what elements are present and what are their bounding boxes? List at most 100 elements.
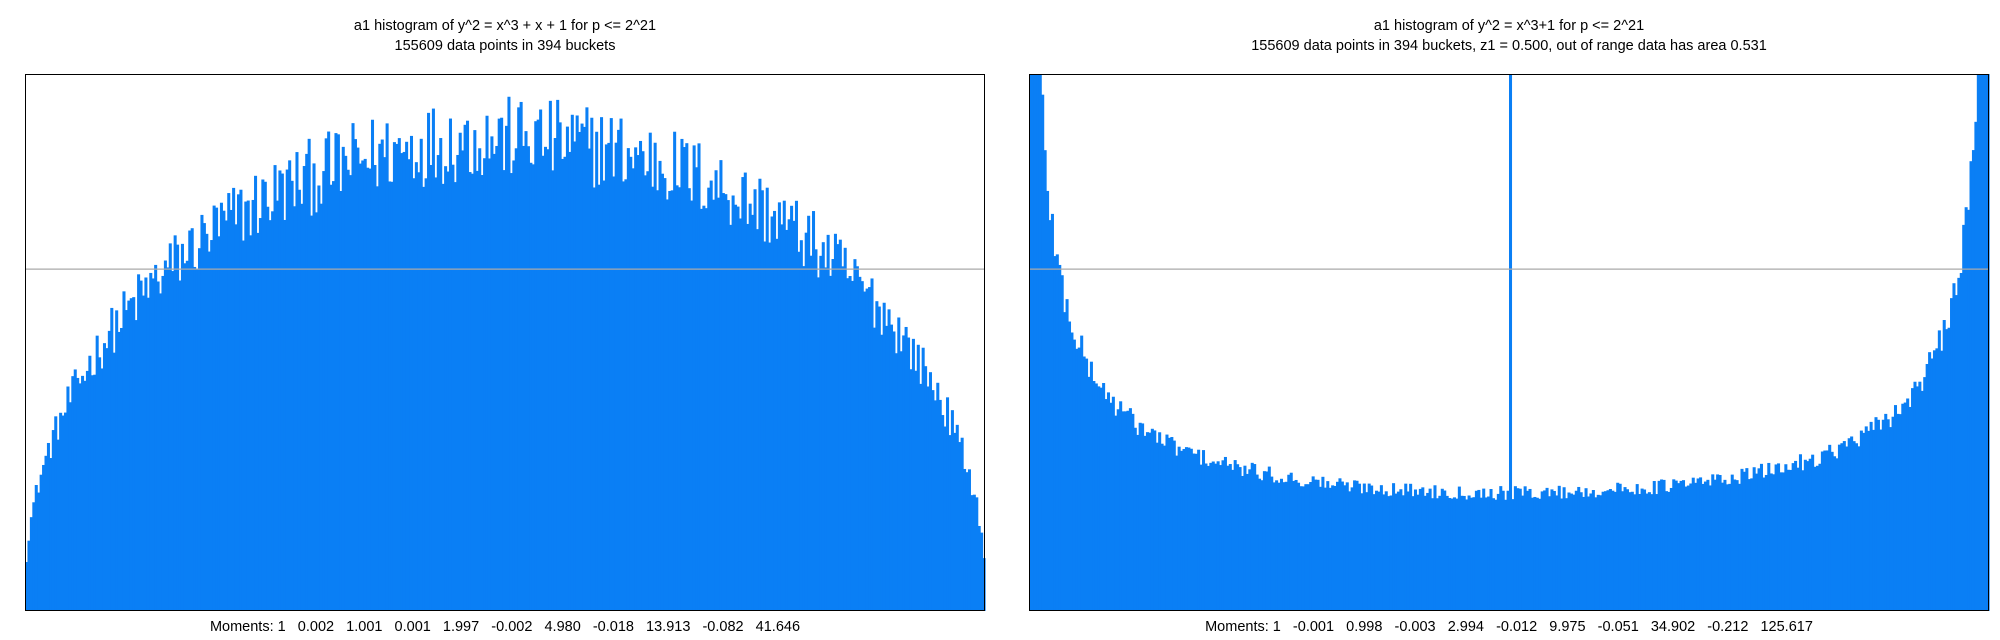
histogram-bar: [1599, 495, 1603, 611]
histogram-bar: [1504, 499, 1508, 611]
histogram-bar: [1221, 460, 1225, 611]
histogram-bar: [1813, 466, 1817, 611]
histogram-bar: [1959, 272, 1963, 611]
histogram-bar: [626, 148, 630, 611]
histogram-bar: [1847, 438, 1851, 611]
histogram-bar: [943, 426, 947, 611]
histogram-bar: [366, 167, 370, 611]
histogram-bar: [1267, 466, 1271, 611]
histogram-bar: [853, 259, 857, 611]
histogram-bar: [390, 181, 394, 611]
histogram-bar: [1913, 381, 1917, 611]
histogram-bar: [1350, 487, 1354, 611]
histogram-bar: [1435, 498, 1439, 611]
histogram-bar: [27, 540, 31, 611]
histogram-bar: [833, 233, 837, 611]
histogram-bar: [1365, 492, 1369, 611]
histogram-bar: [946, 397, 950, 611]
histogram-bar: [251, 199, 255, 611]
histogram-bar: [219, 202, 223, 611]
histogram-bar: [931, 390, 935, 611]
histogram-bar: [1243, 465, 1247, 611]
histogram-bar: [755, 229, 760, 611]
histogram-bar: [122, 291, 126, 611]
histogram-bar: [1918, 381, 1922, 611]
histogram-bar: [137, 274, 141, 611]
histogram-bar: [1170, 437, 1174, 611]
histogram-bar: [422, 186, 426, 611]
histogram-bar: [1219, 465, 1223, 611]
histogram-bar: [1906, 398, 1910, 611]
histogram-bar: [1262, 471, 1266, 611]
histogram-bar: [275, 200, 280, 611]
histogram-bar: [1854, 443, 1859, 611]
histogram-bar: [1165, 434, 1169, 611]
histogram-bar: [224, 220, 228, 612]
histogram-bar: [1099, 387, 1103, 611]
histogram-bar: [1109, 402, 1113, 611]
histogram-bar: [1528, 488, 1532, 611]
histogram-bar: [470, 173, 474, 611]
histogram-bar: [685, 143, 689, 611]
histogram-bar: [453, 182, 457, 611]
histogram-bar: [687, 188, 691, 611]
histogram-bar: [1893, 405, 1898, 611]
histogram-bar: [1640, 488, 1644, 611]
histogram-bar: [561, 158, 565, 611]
histogram-bar: [1189, 448, 1193, 611]
histogram-bar: [105, 348, 109, 611]
histogram-bar: [660, 173, 664, 611]
histogram-bar: [446, 171, 450, 611]
histogram-bar: [1755, 473, 1759, 611]
histogram-bar: [468, 172, 472, 611]
histogram-bar: [1850, 436, 1854, 611]
histogram-bar: [1102, 383, 1106, 611]
histogram-bar: [636, 155, 640, 612]
histogram-bar: [351, 123, 355, 611]
histogram-bar: [492, 153, 496, 611]
histogram-bar: [980, 532, 984, 611]
histogram-bar: [1323, 487, 1327, 611]
histogram-bar: [239, 189, 243, 611]
histogram-bar: [1516, 488, 1520, 611]
histogram-bar: [880, 334, 884, 611]
histogram-bar: [892, 331, 896, 611]
histogram-bar: [378, 143, 382, 612]
histogram-bar: [1530, 497, 1534, 611]
histogram-bar: [1479, 497, 1483, 611]
histogram-bar: [1318, 486, 1322, 611]
histogram-bar: [166, 267, 170, 611]
histogram-bar: [1616, 482, 1620, 611]
histogram-bar: [1465, 499, 1469, 611]
histogram-bar: [1121, 411, 1125, 611]
histogram-bar: [485, 115, 489, 612]
histogram-bar: [1869, 421, 1873, 611]
histogram-bar: [395, 143, 399, 612]
histogram-bar: [1669, 487, 1673, 611]
histogram-bar: [1660, 479, 1664, 611]
histogram-bar: [656, 190, 660, 611]
moments-label: Moments: 1 0.002 1.001 0.001 1.997 -0.00…: [209, 619, 801, 635]
histogram-bar: [1896, 413, 1900, 611]
chart-subtitle: 155609 data points in 394 buckets, z1 = …: [1251, 38, 1767, 54]
histogram-bar: [271, 211, 275, 611]
histogram-bar: [651, 186, 655, 611]
histogram-bar: [388, 181, 392, 611]
histogram-bar: [217, 236, 221, 611]
histogram-bar: [524, 131, 528, 611]
histogram-bar: [1791, 463, 1795, 611]
histogram-bar: [1672, 479, 1676, 611]
histogram-bar: [648, 132, 652, 612]
histogram-bar: [1048, 220, 1052, 611]
histogram-bar: [1433, 485, 1437, 611]
histogram-bar: [819, 255, 823, 611]
histogram-bar: [768, 242, 772, 612]
histogram-bar: [1265, 471, 1269, 611]
histogram-bar: [278, 170, 282, 611]
histogram-bar: [1184, 447, 1188, 611]
histogram-bar: [90, 375, 94, 611]
histogram-bar: [1421, 487, 1425, 611]
histogram-bar: [716, 197, 721, 611]
histogram-bar: [1925, 363, 1929, 611]
histogram-bar: [463, 124, 467, 612]
